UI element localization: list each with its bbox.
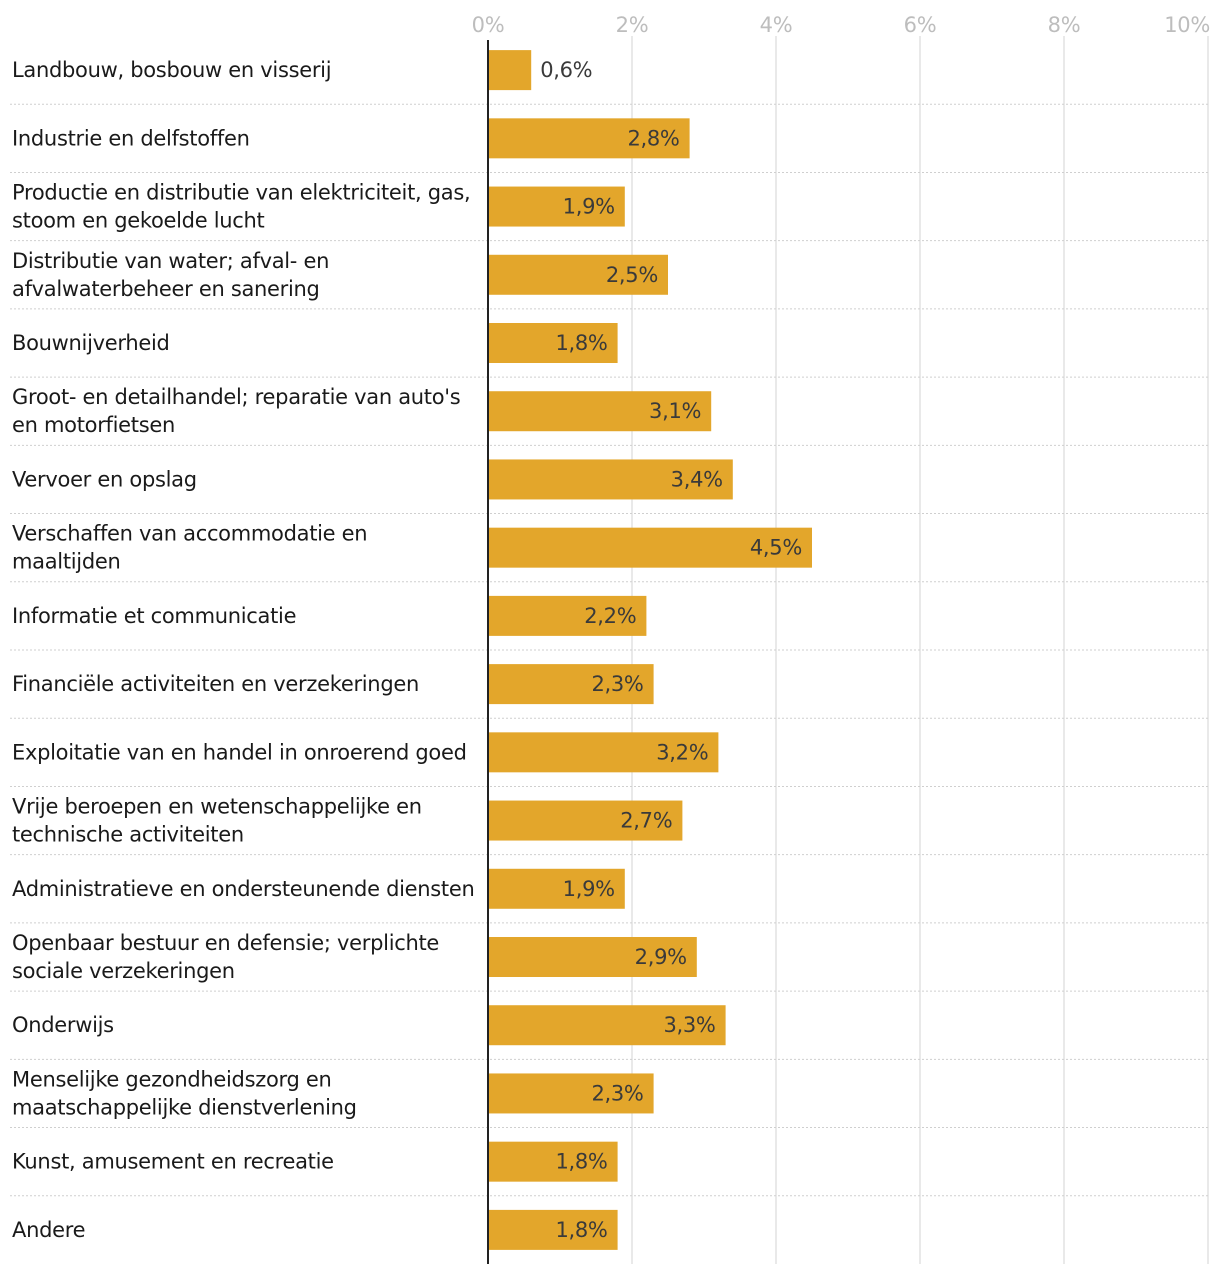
category-label: Vrije beroepen en wetenschappelijke en te…: [12, 795, 422, 847]
value-label: 3,4%: [671, 467, 723, 491]
category-label: Openbaar bestuur en defensie; verplichte…: [12, 931, 439, 983]
bar: [488, 868, 625, 909]
bar: [488, 118, 690, 159]
value-label: 2,2%: [584, 604, 636, 628]
category-label: Exploitatie van en handel in onroerend g…: [12, 740, 467, 764]
bar: [488, 1209, 618, 1250]
bar: [488, 50, 532, 91]
category-label: Verschaffen van accommodatie en maaltijde…: [12, 522, 367, 574]
value-label: 2,8%: [627, 126, 679, 150]
value-label: 2,3%: [591, 1081, 643, 1105]
category-label: Kunst, amusement en recreatie: [12, 1150, 334, 1174]
value-label: 0,6%: [540, 58, 592, 82]
bar: [488, 732, 719, 773]
value-label: 3,1%: [649, 399, 701, 423]
category-label: Onderwijs: [12, 1013, 114, 1037]
bar: [488, 800, 683, 841]
bar: [488, 595, 647, 636]
x-tick-label: 0%: [472, 13, 505, 37]
category-label: Groot- en detailhandel; reparatie van au…: [12, 385, 460, 437]
category-label: Andere: [12, 1218, 85, 1242]
category-label: Productie en distributie van elektricite…: [12, 181, 470, 233]
bar: [488, 391, 712, 432]
category-label: Distributie van water; afval- en afvalwat…: [12, 249, 329, 301]
value-label: 2,9%: [635, 945, 687, 969]
value-label: 3,3%: [663, 1013, 715, 1037]
value-label: 3,2%: [656, 740, 708, 764]
category-label: Financiële activiteiten en verzekeringen: [12, 672, 419, 696]
category-label: Bouwnijverheid: [12, 331, 170, 355]
category-label: Informatie et communicatie: [12, 604, 296, 628]
bar: [488, 186, 625, 227]
value-label: 2,7%: [620, 809, 672, 833]
x-axis-ticks: 0% 2% 4% 6% 8% 10%: [472, 13, 1211, 37]
bar: [488, 937, 697, 977]
category-label: Menselijke gezondheidszorg en maatschappe…: [12, 1067, 357, 1119]
category-labels: Landbouw, bosbouw en visserij Industrie e…: [12, 58, 475, 1242]
bar: [488, 459, 733, 500]
category-label: Vervoer en opslag: [12, 467, 197, 491]
bar: [488, 664, 654, 705]
x-tick-label: 8%: [1048, 13, 1081, 37]
x-tick-label: 2%: [616, 13, 649, 37]
x-tick-label: 4%: [760, 13, 793, 37]
bars: [488, 50, 812, 1250]
category-label: Administratieve en ondersteunende dienst…: [12, 877, 474, 901]
value-label: 2,3%: [591, 672, 643, 696]
value-label: 1,9%: [563, 877, 615, 901]
value-labels: 0,6% 2,8% 1,9% 2,5% 1,8% 3,1% 3,4% 4,5% 2,2% 2,3%…: [540, 58, 802, 1242]
category-label: Landbouw, bosbouw en visserij: [12, 58, 331, 82]
row-separators: [10, 103, 1210, 1197]
value-label: 1,9%: [563, 195, 615, 219]
x-tick-label: 6%: [904, 13, 937, 37]
value-label: 2,5%: [606, 263, 658, 287]
bar: [488, 1005, 726, 1046]
value-label: 4,5%: [750, 536, 802, 560]
value-label: 1,8%: [555, 1150, 607, 1174]
value-label: 1,8%: [555, 331, 607, 355]
bar: [488, 1073, 654, 1114]
bar: [488, 254, 668, 295]
category-label: Industrie en delfstoffen: [12, 126, 250, 150]
bar: [488, 323, 618, 363]
value-label: 1,8%: [555, 1218, 607, 1242]
x-tick-label: 10%: [1164, 13, 1210, 37]
bar: [488, 527, 812, 568]
bar: [488, 1141, 618, 1182]
